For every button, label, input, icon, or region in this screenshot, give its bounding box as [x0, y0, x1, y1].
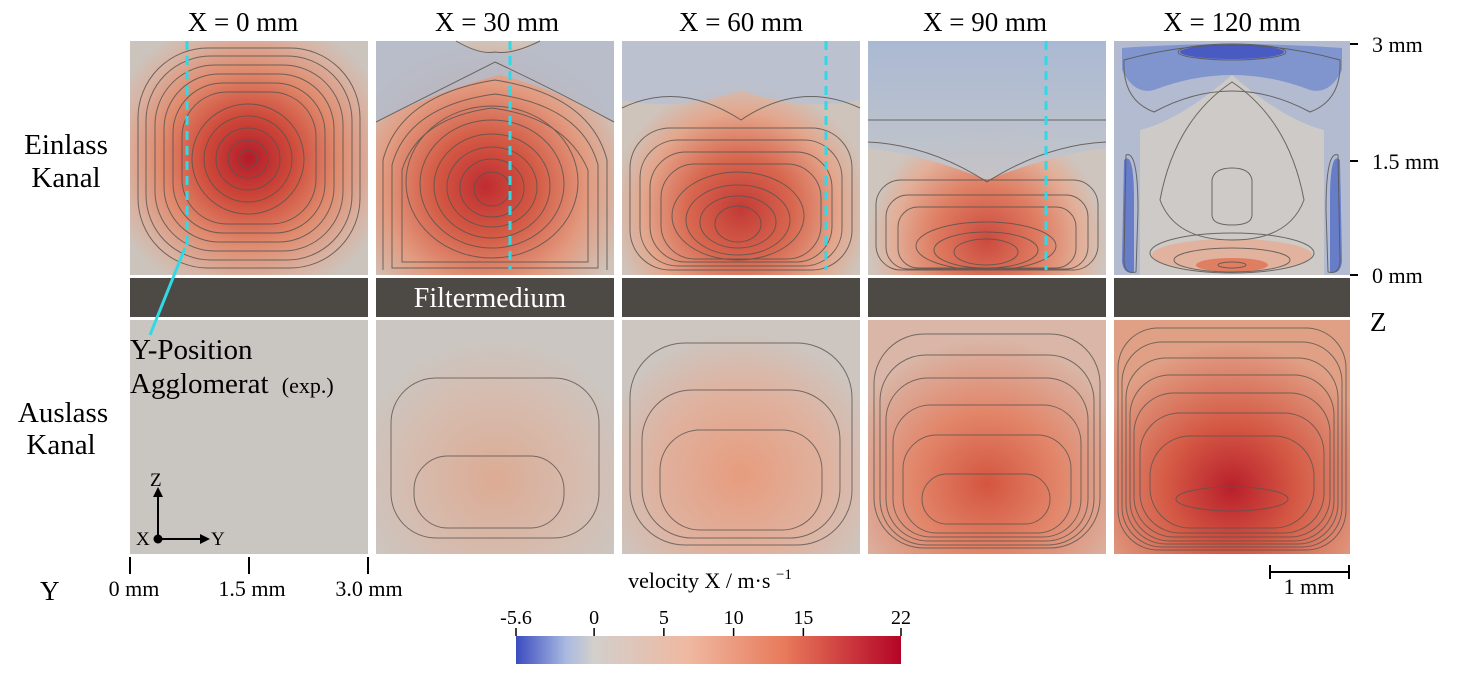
- z-axis-title: Z: [1370, 307, 1387, 337]
- colorbar-tick-label-2: 5: [659, 607, 669, 629]
- filter-medium-label: Filtermedium: [414, 283, 567, 314]
- scale-bar-label: 1 mm: [1284, 574, 1335, 599]
- z-tick-3mm: 3 mm: [1372, 32, 1423, 57]
- column-titles: X = 0 mm X = 30 mm X = 60 mm X = 90 mm X…: [188, 7, 1301, 37]
- inlet-label-line2: Kanal: [31, 162, 100, 194]
- contours-outlet-x90: [873, 333, 1101, 549]
- panel-x0: [130, 41, 368, 554]
- colorbar-title-text: velocity X / m·s: [628, 568, 770, 593]
- colorbar-title: velocity X / m·s −1: [628, 567, 792, 593]
- contours-outlet-x30: [390, 377, 600, 539]
- triad-x-dot: [153, 534, 163, 544]
- triad-x-label: X: [136, 529, 150, 550]
- annotation-leader-line: [148, 247, 187, 336]
- z-tick-1-5mm: 1.5 mm: [1372, 149, 1439, 174]
- colorbar-tick-label-0: -5.6: [500, 607, 532, 629]
- outlet-field-x0: [130, 320, 368, 554]
- filter-medium-x60: [622, 278, 860, 317]
- column-title-4: X = 120 mm: [1163, 7, 1300, 37]
- outlet-label-line2: Kanal: [26, 429, 95, 461]
- scale-bar: 1 mm: [1269, 565, 1350, 599]
- contours-inlet-x30: [375, 40, 615, 270]
- annotation-line2-suffix: (exp.): [282, 373, 334, 398]
- column-title-1: X = 30 mm: [435, 7, 559, 37]
- z-tick-0mm: 0 mm: [1372, 263, 1423, 288]
- y-axis: Y 0 mm 1.5 mm 3.0 mm: [40, 557, 403, 606]
- y-tick-0mm: 0 mm: [109, 576, 160, 601]
- y-tick-3mm: 3.0 mm: [335, 576, 402, 601]
- inlet-label-line1: Einlass: [24, 129, 108, 161]
- outlet-label-line1: Auslass: [18, 397, 108, 429]
- colorbar-tick-label-4: 15: [793, 607, 813, 629]
- contours-inlet-x0: [137, 47, 361, 269]
- panel-x90: [867, 41, 1107, 554]
- y-axis-title: Y: [40, 576, 60, 606]
- annotation-line2: Agglomerat (exp.): [130, 368, 334, 400]
- filter-medium-x90: [868, 278, 1106, 317]
- contours-outlet-x60: [629, 342, 853, 546]
- annotation-line2-main: Agglomerat: [130, 368, 269, 400]
- panel-x30: [375, 40, 615, 554]
- colorbar-ticks: -5.6 0 5 10 15 22: [500, 607, 911, 636]
- panel-x120: [1114, 41, 1350, 554]
- column-title-0: X = 0 mm: [188, 7, 298, 37]
- z-axis: 3 mm 1.5 mm 0 mm Z: [1350, 32, 1439, 337]
- triad-y-label: Y: [211, 529, 225, 550]
- annotation-line1: Y-Position: [130, 334, 253, 366]
- contours-inlet-x90: [867, 119, 1107, 271]
- filter-medium-x120: [1114, 278, 1350, 317]
- row-labels: Einlass Kanal Auslass Kanal: [18, 129, 108, 461]
- colorbar: velocity X / m·s −1 -5.6 0 5 10 15 22: [500, 567, 911, 664]
- panel-x60: [621, 41, 861, 554]
- column-title-3: X = 90 mm: [923, 7, 1047, 37]
- contours-inlet-x120: [1123, 43, 1341, 274]
- contours-outlet-x120: [1117, 327, 1347, 551]
- colorbar-tick-label-1: 0: [589, 607, 599, 629]
- colorbar-tick-label-3: 10: [724, 607, 744, 629]
- colorbar-title-exp: −1: [776, 567, 792, 583]
- contours-inlet-x60: [621, 95, 861, 271]
- axis-triad: Z X Y: [136, 470, 225, 550]
- triad-z-label: Z: [150, 470, 162, 491]
- colorbar-gradient: [516, 636, 901, 664]
- column-title-2: X = 60 mm: [679, 7, 803, 37]
- y-tick-1-5mm: 1.5 mm: [218, 576, 285, 601]
- colorbar-tick-label-5: 22: [891, 607, 911, 629]
- filter-medium-x30: [376, 278, 614, 317]
